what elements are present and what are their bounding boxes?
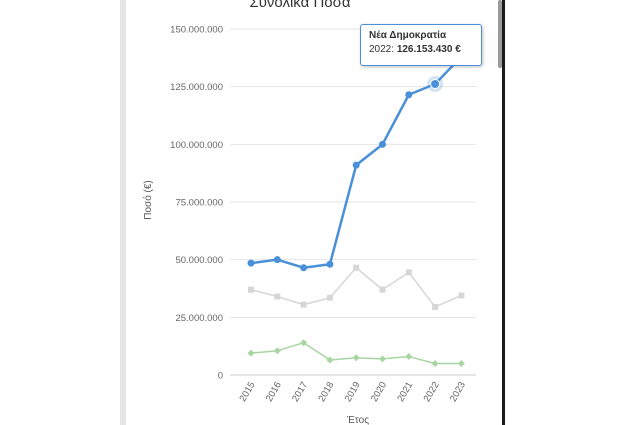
data-point[interactable]: [273, 256, 281, 264]
series-layer: [247, 55, 465, 367]
data-point[interactable]: [300, 301, 307, 308]
y-tick-label: 50.000.000: [175, 255, 223, 266]
series-line: [250, 266, 462, 308]
x-axis-ticks: 2015 2016 2017 2018 2019 2020 2021 2022 2023: [238, 380, 468, 404]
data-point[interactable]: [353, 264, 360, 271]
y-tick-label: 25.000.000: [175, 313, 223, 324]
data-point[interactable]: [247, 259, 255, 267]
data-point[interactable]: [326, 294, 333, 301]
data-point[interactable]: [352, 354, 360, 362]
data-point[interactable]: [431, 359, 439, 367]
data-point[interactable]: [430, 79, 441, 90]
x-axis-label: Έτος: [346, 415, 369, 425]
data-point[interactable]: [326, 356, 334, 364]
y-tick-label: 100.000.000: [170, 140, 223, 151]
y-axis-label: Ποσό (€): [142, 180, 154, 220]
x-tick-label: 2020: [369, 380, 389, 404]
data-point[interactable]: [274, 293, 281, 300]
chart-title: Συνολικά Ποσά: [249, 0, 350, 11]
data-point[interactable]: [379, 286, 386, 293]
panel-right-border: [502, 0, 505, 425]
tooltip-value: 126.153.430 €: [396, 44, 461, 55]
data-point[interactable]: [379, 355, 386, 363]
x-tick-label: 2023: [448, 380, 468, 404]
data-point[interactable]: [300, 264, 308, 272]
x-tick-label: 2022: [422, 380, 442, 404]
y-tick-label: 150.000.000: [170, 25, 223, 36]
x-tick-label: 2018: [316, 380, 336, 404]
data-point[interactable]: [248, 286, 254, 293]
data-point[interactable]: [457, 359, 465, 367]
data-point[interactable]: [273, 347, 281, 355]
scrollbar-thumb[interactable]: [498, 0, 502, 68]
x-tick-label: 2021: [395, 380, 415, 404]
tooltip-series-name: Νέα Δημοκρατία: [369, 30, 447, 41]
tooltip-value-line: 2022: 126.153.430 €: [369, 44, 473, 55]
y-axis-ticks: 0 25.000.000 50.000.000 75.000.000 100.000.0…: [170, 25, 223, 382]
data-point[interactable]: [247, 349, 255, 357]
x-tick-label: 2016: [264, 380, 284, 404]
y-tick-label: 125.000.000: [170, 82, 223, 93]
data-point[interactable]: [352, 161, 360, 169]
x-tick-label: 2019: [343, 380, 363, 404]
data-point[interactable]: [405, 353, 413, 361]
data-point[interactable]: [458, 292, 465, 299]
data-point[interactable]: [405, 269, 412, 276]
data-point[interactable]: [379, 140, 386, 148]
data-point[interactable]: [326, 260, 334, 268]
series-1: [248, 264, 465, 310]
x-tick-label: 2017: [290, 380, 310, 404]
data-tooltip: Νέα Δημοκρατία 2022: 126.153.430 €: [360, 24, 482, 66]
data-point[interactable]: [300, 339, 308, 347]
series-2: [247, 339, 465, 367]
data-point[interactable]: [405, 91, 413, 99]
tooltip-year: 2022:: [369, 44, 395, 55]
y-tick-label: 75.000.000: [175, 198, 223, 209]
panel-left-border: [120, 0, 126, 425]
x-tick-label: 2015: [238, 380, 258, 404]
series-0: [247, 55, 463, 272]
data-point[interactable]: [432, 303, 439, 310]
y-tick-label: 0: [218, 371, 223, 382]
